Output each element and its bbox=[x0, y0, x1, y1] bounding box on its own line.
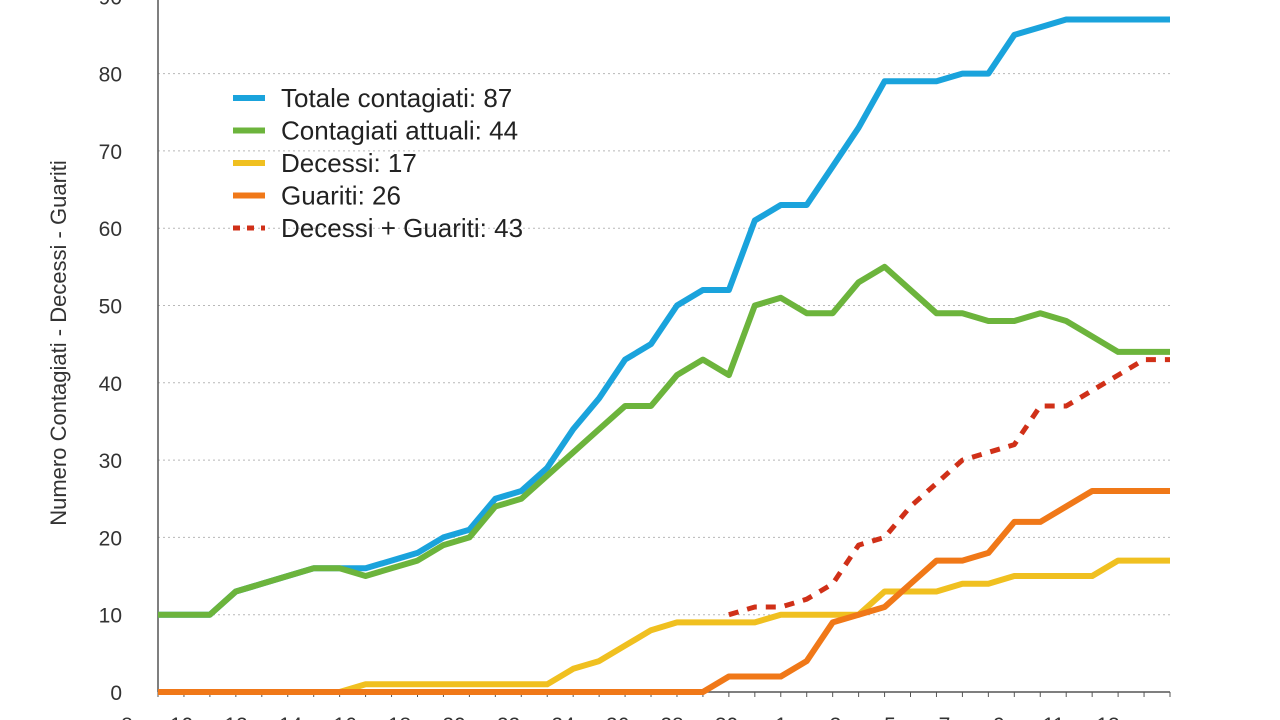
series-line-2 bbox=[158, 263, 1170, 618]
y-tick-label: 80 bbox=[99, 64, 122, 87]
x-tick-label: 22 bbox=[497, 714, 520, 720]
legend-label: Guariti: 26 bbox=[281, 181, 401, 211]
series-line-5 bbox=[728, 357, 1170, 618]
x-tick-label: 12 bbox=[224, 714, 247, 720]
y-tick-label: 0 bbox=[110, 682, 122, 705]
legend-label: Totale contagiati: 87 bbox=[281, 83, 512, 113]
y-tick-label: 20 bbox=[99, 527, 122, 550]
y-tick-label: 60 bbox=[99, 218, 122, 241]
x-tick-label: 28 bbox=[660, 714, 683, 720]
gridlines bbox=[158, 73, 1170, 616]
y-tick-label: 70 bbox=[99, 141, 122, 164]
x-tick-label: 5 bbox=[884, 714, 896, 720]
legend-label: Contagiati attuali: 44 bbox=[281, 116, 518, 146]
legend-label: Decessi + Guariti: 43 bbox=[281, 213, 523, 243]
series-line-4 bbox=[158, 488, 1170, 695]
x-tick-label: 20 bbox=[442, 714, 465, 720]
x-tick-labels: 81012141618202224262830135791113 bbox=[121, 714, 1120, 720]
x-tick-label: 26 bbox=[606, 714, 629, 720]
series-group bbox=[158, 16, 1170, 695]
x-tick-label: 30 bbox=[715, 714, 738, 720]
legend-label: Decessi: 17 bbox=[281, 148, 417, 178]
x-tick-label: 16 bbox=[333, 714, 356, 720]
x-tick-label: 14 bbox=[279, 714, 303, 720]
x-tick-label: 9 bbox=[993, 714, 1005, 720]
x-tick-label: 7 bbox=[939, 714, 951, 720]
series-line-3 bbox=[158, 557, 1170, 695]
y-tick-label: 30 bbox=[99, 450, 122, 473]
x-tick-label: 1 bbox=[775, 714, 787, 720]
x-tick-label: 10 bbox=[170, 714, 193, 720]
x-tick-label: 13 bbox=[1096, 714, 1119, 720]
x-tick-label: 11 bbox=[1043, 714, 1065, 720]
x-tick-label: 18 bbox=[388, 714, 411, 720]
y-axis-label: Numero Contagiati - Decessi - Guariti bbox=[46, 160, 71, 526]
x-tick-label: 8 bbox=[121, 714, 133, 720]
y-tick-label: 10 bbox=[99, 605, 122, 628]
x-tick-label: 24 bbox=[551, 714, 575, 720]
y-tick-label: 50 bbox=[99, 296, 122, 319]
y-tick-label: 40 bbox=[99, 373, 122, 396]
y-tick-label: 90 bbox=[99, 0, 122, 9]
x-tick-label: 3 bbox=[830, 714, 842, 720]
y-tick-labels: 0 10 20 30 40 50 60 70 80 90 bbox=[99, 0, 122, 705]
